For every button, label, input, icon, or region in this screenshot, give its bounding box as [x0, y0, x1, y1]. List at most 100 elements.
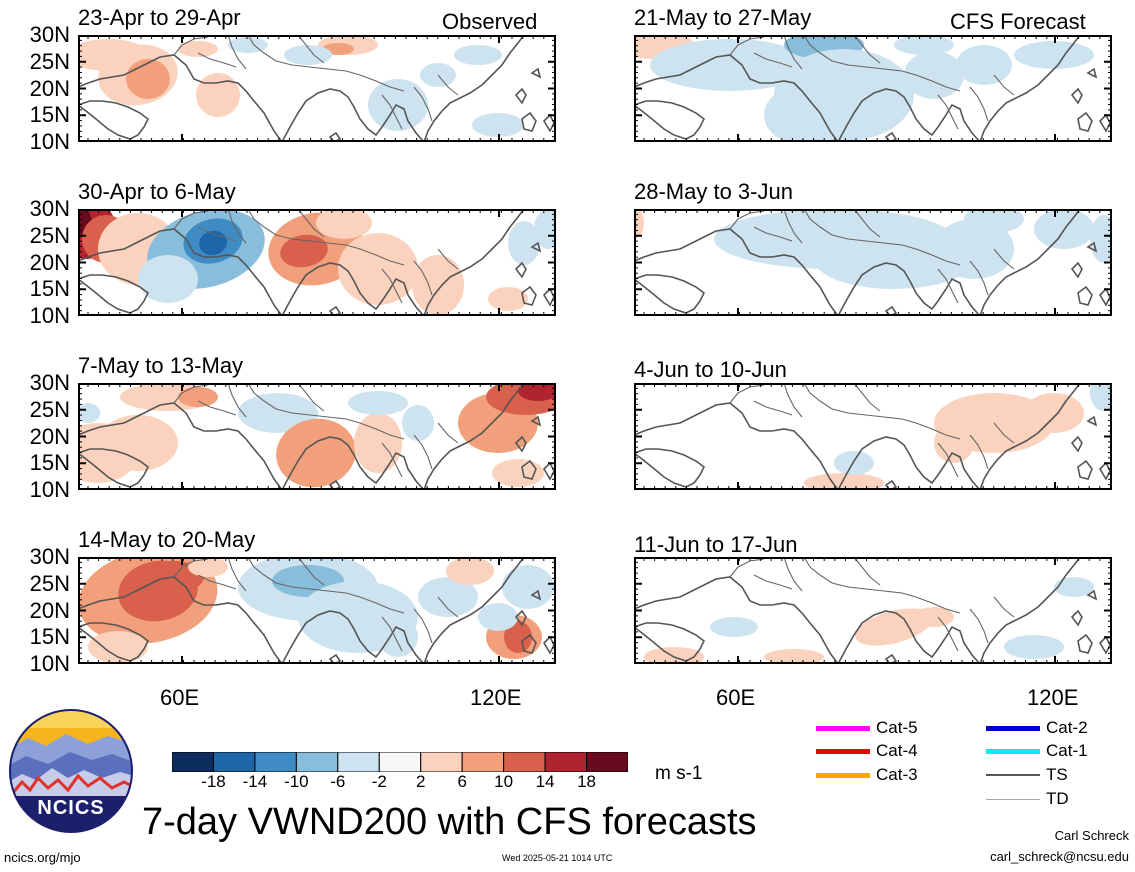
anomaly-contour [276, 418, 356, 488]
colorbar-segment [295, 752, 339, 772]
anomaly-field [78, 35, 524, 137]
anomaly-contour [934, 423, 974, 463]
anomaly-contour [804, 473, 884, 490]
panel-title-obs-1: 23-Apr to 29-Apr [78, 5, 241, 30]
tick-marks [634, 209, 1112, 316]
map-obs-1 [78, 35, 556, 142]
colorbar-segment [544, 752, 588, 772]
colorbar-segment [378, 752, 422, 772]
lat-label: 20N [29, 423, 70, 449]
anomaly-contour [178, 387, 218, 407]
anomaly-contour [934, 219, 1014, 279]
anomaly-contour [196, 73, 240, 117]
panel-title-fc-4: 11-Jun to 17-Jun [634, 532, 798, 557]
anomaly-contour [418, 577, 478, 617]
anomaly-contour [178, 41, 218, 57]
tick-marks [78, 35, 556, 142]
lat-label: 10N [29, 303, 70, 328]
colorbar-segment [254, 752, 297, 772]
colorbar [172, 752, 628, 772]
main-title: 7-day VWND200 with CFS forecasts [142, 801, 757, 843]
anomaly-contour [188, 557, 228, 577]
anomaly-contour [488, 287, 528, 311]
anomaly-field [78, 557, 554, 663]
anomaly-field [78, 383, 556, 488]
coastline [78, 383, 555, 490]
anomaly-contour [834, 451, 874, 475]
borders [173, 383, 459, 478]
lat-label: 30N [29, 196, 70, 221]
colorbar-tick-label: 10 [494, 772, 514, 791]
observed-label: Observed [442, 9, 538, 34]
borders [173, 209, 459, 304]
legend-label: Cat-5 [876, 718, 918, 737]
tick-marks [78, 209, 556, 316]
lat-label: 15N [29, 624, 70, 650]
borders [729, 557, 1015, 652]
lat-label: 15N [29, 450, 70, 476]
panel-title-obs-3: 7-May to 13-May [78, 353, 244, 378]
colorbar-segment [461, 752, 505, 772]
anomaly-contour [1054, 577, 1094, 597]
map-fc-4 [634, 557, 1112, 664]
anomaly-contour [378, 617, 418, 657]
anomaly-field [78, 209, 556, 315]
legend-swatch [816, 772, 870, 778]
lon-label-120e-left: 120E [470, 685, 522, 710]
colorbar-tick-label: 2 [415, 772, 426, 791]
anomaly-contour [199, 230, 227, 256]
tick-marks [78, 557, 556, 664]
anomaly-contour [454, 45, 502, 65]
lat-label: 30N [29, 544, 70, 569]
map-fc-3 [634, 383, 1112, 490]
units-label: m s-1 [655, 763, 703, 784]
panel-title-obs-2: 30-Apr to 6-May [78, 179, 236, 204]
coastline [634, 35, 1111, 142]
colorbar-tick-label: -6 [330, 772, 346, 791]
tick-marks [634, 383, 1112, 490]
map-obs-4 [78, 557, 556, 664]
anomaly-contour [518, 383, 556, 401]
anomaly-contour [814, 229, 974, 289]
anomaly-contour [354, 413, 402, 473]
map-obs-3 [78, 383, 556, 490]
anomaly-contour [914, 607, 954, 627]
anomaly-contour [764, 649, 824, 664]
footer-date: Wed 2025-05-21 1014 UTC [502, 853, 613, 863]
anomaly-contour [508, 221, 540, 265]
tick-marks [78, 383, 556, 490]
panel-title-fc-2: 28-May to 3-Jun [634, 179, 793, 204]
legend-swatch [816, 725, 870, 731]
panel-title-fc-1: 21-May to 27-May [634, 5, 812, 30]
anomaly-contour [964, 209, 1024, 233]
panel-title-obs-4: 14-May to 20-May [78, 527, 256, 552]
anomaly-contour [446, 557, 494, 585]
colorbar-tick-label: 6 [457, 772, 467, 791]
borders [173, 35, 459, 130]
footer-url: ncics.org/mjo [4, 850, 81, 865]
lat-label: 25N [29, 48, 70, 74]
coastline [78, 209, 555, 316]
anomaly-contour [956, 45, 1012, 85]
lon-label-60e-left: 60E [160, 685, 200, 710]
legend-label: TS [1046, 765, 1068, 784]
coastline [78, 35, 555, 142]
author-name: Carl Schreck [1054, 828, 1129, 843]
colorbar-segment [337, 752, 380, 772]
colorbar-segment [212, 752, 256, 772]
lat-label: 25N [29, 570, 70, 596]
anomaly-contour [492, 459, 544, 487]
ncics-logo-icon: NCICS [9, 709, 133, 833]
legend-label: Cat-2 [1046, 718, 1088, 737]
colorbar-segment [586, 752, 628, 772]
anomaly-contour [894, 35, 954, 55]
borders [729, 209, 1015, 304]
lat-label: 10N [29, 477, 70, 502]
colorbar-segment [420, 752, 463, 772]
tick-marks [634, 557, 1112, 664]
legend-swatch [986, 798, 1040, 800]
lat-label: 25N [29, 222, 70, 248]
colorbar-tick-label: -2 [371, 772, 387, 791]
anomaly-contour [402, 405, 434, 441]
lat-label: 15N [29, 276, 70, 302]
